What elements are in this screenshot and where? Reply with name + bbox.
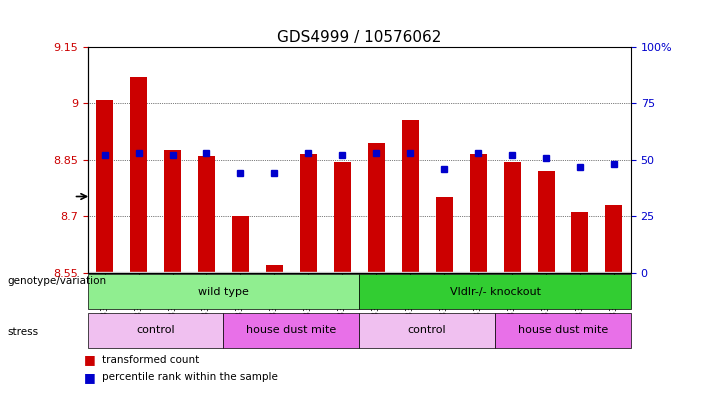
- Title: GDS4999 / 10576062: GDS4999 / 10576062: [277, 29, 442, 44]
- Bar: [435, 197, 453, 272]
- Bar: [538, 171, 554, 272]
- Text: ■: ■: [84, 353, 96, 366]
- Bar: [334, 162, 350, 272]
- Bar: [368, 143, 385, 272]
- Bar: [232, 216, 249, 272]
- FancyBboxPatch shape: [359, 274, 631, 309]
- Bar: [470, 154, 486, 272]
- Bar: [130, 77, 147, 272]
- Bar: [606, 205, 622, 272]
- Bar: [571, 212, 588, 272]
- Text: house dust mite: house dust mite: [518, 325, 608, 336]
- Bar: [96, 100, 113, 272]
- Text: control: control: [136, 325, 175, 336]
- Bar: [266, 265, 283, 272]
- Text: stress: stress: [7, 327, 38, 337]
- Text: transformed count: transformed count: [102, 354, 199, 365]
- FancyBboxPatch shape: [224, 313, 359, 348]
- FancyBboxPatch shape: [359, 313, 495, 348]
- Text: Vldlr-/- knockout: Vldlr-/- knockout: [449, 287, 540, 297]
- Bar: [300, 154, 317, 272]
- FancyBboxPatch shape: [88, 313, 224, 348]
- FancyBboxPatch shape: [88, 274, 359, 309]
- Text: wild type: wild type: [198, 287, 249, 297]
- Bar: [198, 156, 215, 272]
- Text: genotype/variation: genotype/variation: [7, 276, 106, 286]
- Bar: [503, 162, 521, 272]
- Text: percentile rank within the sample: percentile rank within the sample: [102, 372, 278, 382]
- Bar: [402, 120, 418, 272]
- Text: house dust mite: house dust mite: [246, 325, 336, 336]
- Text: ■: ■: [84, 371, 96, 384]
- Text: control: control: [408, 325, 447, 336]
- Bar: [164, 151, 181, 272]
- FancyBboxPatch shape: [495, 313, 631, 348]
